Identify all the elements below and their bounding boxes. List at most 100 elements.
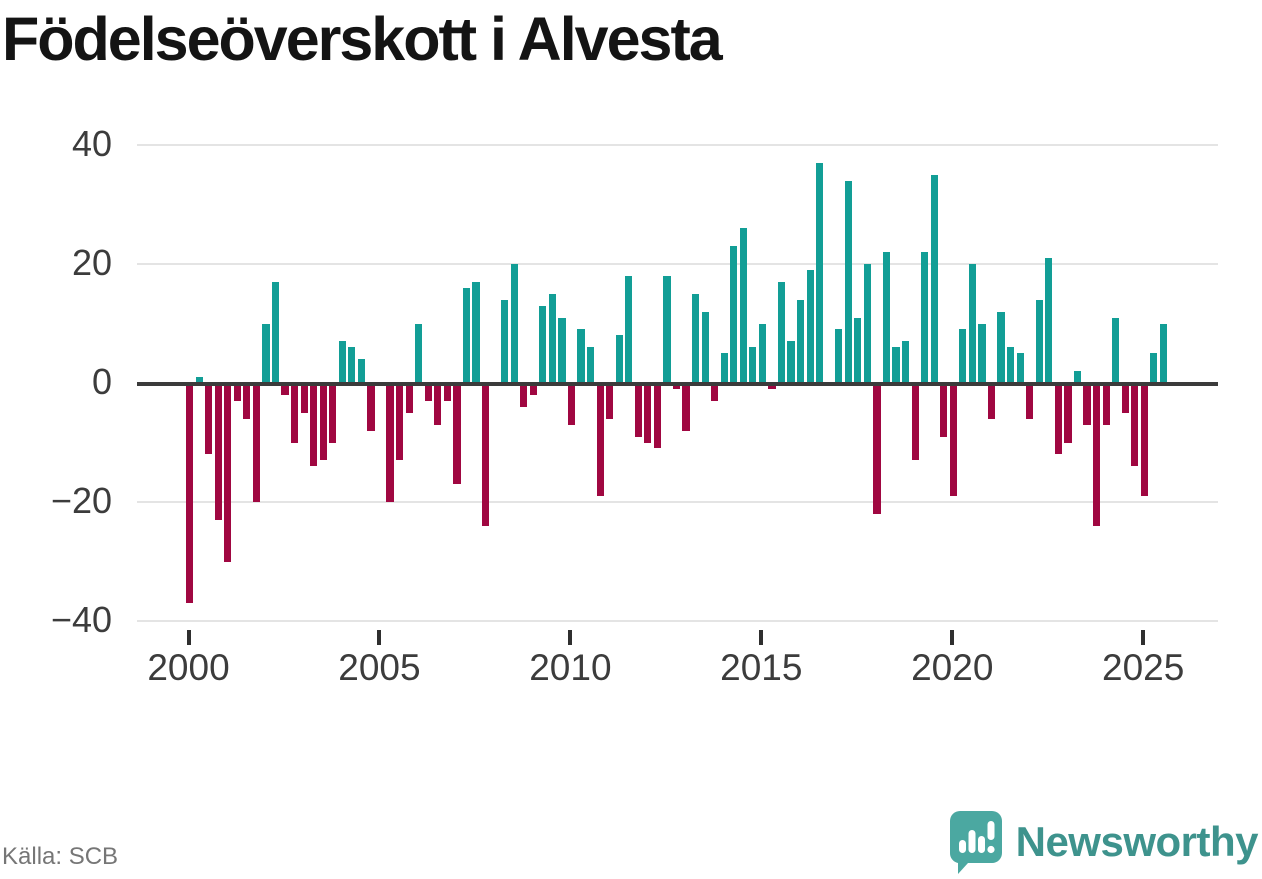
x-axis-label-2010: 2010 (529, 647, 612, 688)
bar-2023-Q3 (1083, 383, 1091, 425)
bar-2001-Q1 (224, 383, 232, 562)
bar-2010-Q4 (596, 383, 604, 497)
bar-2006-Q1 (415, 323, 423, 383)
bar-2011-Q1 (606, 383, 614, 419)
zero-line (137, 381, 1218, 386)
bar-2017-Q4 (863, 264, 872, 383)
bar-2025-Q3 (1159, 323, 1167, 383)
bar-2008-Q4 (520, 383, 528, 407)
bar-2021-Q1 (987, 383, 996, 419)
bar-2024-Q2 (1112, 317, 1120, 383)
bar-2017-Q2 (844, 180, 852, 383)
bar-2018-Q4 (902, 341, 910, 383)
bar-2006-Q2 (424, 383, 432, 401)
bar-2007-Q4 (481, 383, 490, 526)
bar-2008-Q2 (501, 299, 509, 383)
bar-2017-Q1 (835, 329, 843, 383)
branding-name: Newsworthy (1015, 818, 1259, 865)
bar-2005-Q4 (405, 383, 413, 413)
bar-2022-Q4 (1054, 383, 1062, 455)
bar-2019-Q1 (911, 383, 919, 461)
bar-2018-Q2 (882, 252, 891, 383)
gridline-20 (137, 263, 1218, 265)
bar-2009-Q2 (539, 305, 547, 383)
bar-2024-Q4 (1131, 383, 1139, 467)
x-axis-tick-2020 (950, 630, 955, 645)
bar-2003-Q3 (319, 383, 327, 461)
bar-2003-Q4 (329, 383, 337, 443)
newsworthy-logo-icon (949, 811, 1002, 874)
bar-2008-Q3 (510, 264, 518, 383)
bar-2015-Q1 (758, 323, 766, 383)
bar-2019-Q3 (930, 174, 938, 383)
bar-2000-Q4 (214, 383, 222, 520)
bar-2014-Q2 (730, 246, 738, 383)
logo-bar-1 (958, 840, 966, 853)
bar-2010-Q3 (586, 347, 595, 383)
bar-2013-Q2 (691, 293, 700, 383)
bar-2001-Q3 (243, 383, 251, 419)
x-axis-label-2000: 2000 (147, 647, 230, 688)
bar-2017-Q3 (854, 317, 862, 383)
gridline--40 (137, 620, 1218, 622)
bar-2011-Q4 (634, 383, 642, 437)
bar-2009-Q1 (529, 383, 537, 395)
bar-2021-Q3 (1007, 347, 1015, 383)
bar-2004-Q3 (357, 359, 366, 383)
bar-2023-Q4 (1092, 383, 1101, 526)
bar-2024-Q3 (1121, 383, 1129, 413)
bar-2025-Q1 (1140, 383, 1148, 497)
x-axis-label-2015: 2015 (720, 647, 803, 688)
bar-2020-Q2 (959, 329, 967, 383)
bar-2002-Q1 (262, 323, 270, 383)
bar-2004-Q4 (367, 383, 375, 431)
bar-2003-Q2 (310, 383, 318, 467)
branding: Newsworthy (946, 808, 1259, 876)
bar-2021-Q4 (1016, 353, 1024, 383)
bar-2002-Q2 (271, 281, 280, 383)
bar-2004-Q2 (348, 347, 356, 383)
bar-2000-Q1 (186, 383, 194, 604)
bar-2023-Q2 (1073, 371, 1082, 383)
bar-2007-Q3 (472, 281, 480, 383)
y-axis-label--40: −40 (50, 599, 112, 640)
bar-2007-Q2 (462, 287, 471, 383)
logo-bar-2 (968, 830, 976, 853)
bar-2006-Q3 (434, 383, 442, 425)
logo-exclamation-stem (987, 821, 995, 840)
bar-2016-Q2 (806, 269, 814, 383)
bar-2005-Q2 (386, 383, 394, 502)
bar-2019-Q2 (921, 252, 929, 383)
bar-2013-Q4 (711, 383, 719, 401)
bar-2011-Q2 (615, 335, 623, 383)
gridline--20 (137, 501, 1218, 503)
bar-2020-Q4 (978, 323, 986, 383)
y-axis-label-20: 20 (71, 242, 112, 283)
x-axis-label-2020: 2020 (911, 647, 994, 688)
plot-area (137, 143, 1218, 622)
bar-2022-Q1 (1026, 383, 1034, 419)
bar-2025-Q2 (1150, 353, 1158, 383)
bar-2014-Q4 (749, 347, 757, 383)
bar-2020-Q3 (968, 264, 977, 383)
x-axis-label-2005: 2005 (338, 647, 421, 688)
bar-2001-Q4 (252, 383, 261, 502)
bar-2022-Q2 (1035, 299, 1043, 383)
bar-2023-Q1 (1064, 383, 1072, 443)
bar-2011-Q3 (625, 275, 633, 383)
gridline-40 (137, 144, 1218, 146)
logo-exclamation-dot (987, 845, 995, 854)
bar-2007-Q1 (453, 383, 461, 485)
x-axis-tick-2000 (186, 630, 191, 645)
bar-2015-Q2 (768, 383, 776, 389)
x-axis-tick-2015 (759, 630, 764, 645)
source-note: Källa: SCB (2, 843, 119, 870)
bar-2001-Q2 (233, 383, 241, 401)
bar-2010-Q1 (567, 383, 576, 425)
bar-2010-Q2 (577, 329, 585, 383)
bar-2002-Q4 (291, 383, 299, 443)
speech-bubble-shape (949, 811, 1002, 874)
bar-2006-Q4 (443, 383, 451, 401)
bar-2015-Q4 (787, 341, 795, 383)
bar-2015-Q3 (777, 281, 786, 383)
